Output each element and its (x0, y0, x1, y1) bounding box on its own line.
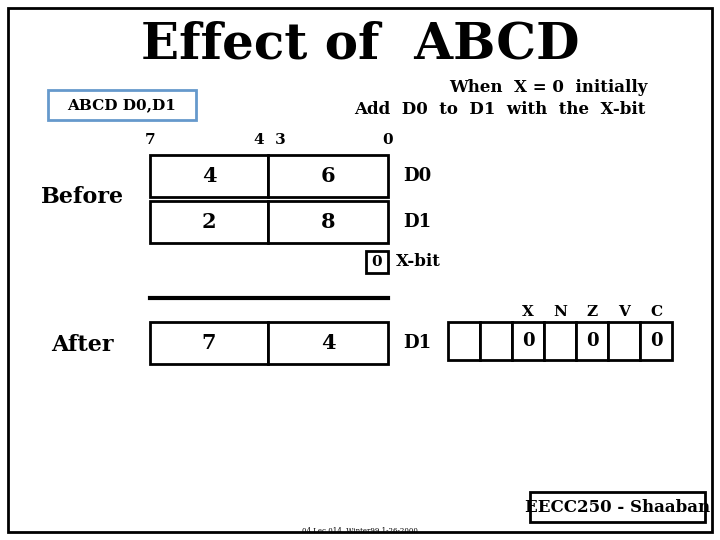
Text: Effect of  ABCD: Effect of ABCD (140, 21, 580, 70)
Bar (512, 322, 544, 360)
Text: D0: D0 (403, 167, 431, 185)
Text: Add  D0  to  D1  with  the  X-bit: Add D0 to D1 with the X-bit (354, 102, 646, 118)
Text: 7: 7 (202, 333, 216, 353)
Bar (608, 322, 640, 360)
Bar (268, 155, 388, 197)
Bar (150, 322, 268, 364)
Bar (448, 322, 480, 360)
Text: V: V (618, 305, 630, 319)
Text: 6: 6 (320, 166, 336, 186)
Text: 0: 0 (522, 332, 534, 350)
Bar (544, 322, 576, 360)
Text: Before: Before (40, 186, 124, 208)
Text: 4: 4 (320, 333, 336, 353)
Bar (366, 251, 388, 273)
Text: 7: 7 (145, 133, 156, 147)
Text: D1: D1 (403, 213, 431, 231)
Bar (640, 322, 672, 360)
Text: 8: 8 (320, 212, 336, 232)
Text: 4: 4 (202, 166, 216, 186)
Text: 04 Lec 014  Winter99 1-26-2000: 04 Lec 014 Winter99 1-26-2000 (302, 527, 418, 535)
Text: 4  3: 4 3 (254, 133, 286, 147)
Text: N: N (553, 305, 567, 319)
Text: EECC250 - Shaaban: EECC250 - Shaaban (525, 498, 710, 516)
Text: C: C (650, 305, 662, 319)
Text: X: X (522, 305, 534, 319)
Bar (268, 201, 388, 243)
Bar (576, 322, 608, 360)
Text: D1: D1 (403, 334, 431, 352)
Text: ABCD D0,D1: ABCD D0,D1 (68, 98, 176, 112)
Text: Z: Z (586, 305, 598, 319)
Bar (150, 155, 268, 197)
Text: 0: 0 (383, 133, 393, 147)
Bar (268, 322, 388, 364)
Bar (480, 322, 512, 360)
Text: 0: 0 (372, 255, 382, 269)
Text: 2: 2 (202, 212, 216, 232)
Bar (530, 492, 705, 522)
Text: 0: 0 (649, 332, 662, 350)
Bar (48, 90, 196, 120)
Text: 0: 0 (585, 332, 598, 350)
Bar (150, 201, 268, 243)
Text: When  X = 0  initially: When X = 0 initially (449, 79, 647, 97)
Text: X-bit: X-bit (396, 253, 441, 271)
Text: After: After (50, 334, 113, 356)
